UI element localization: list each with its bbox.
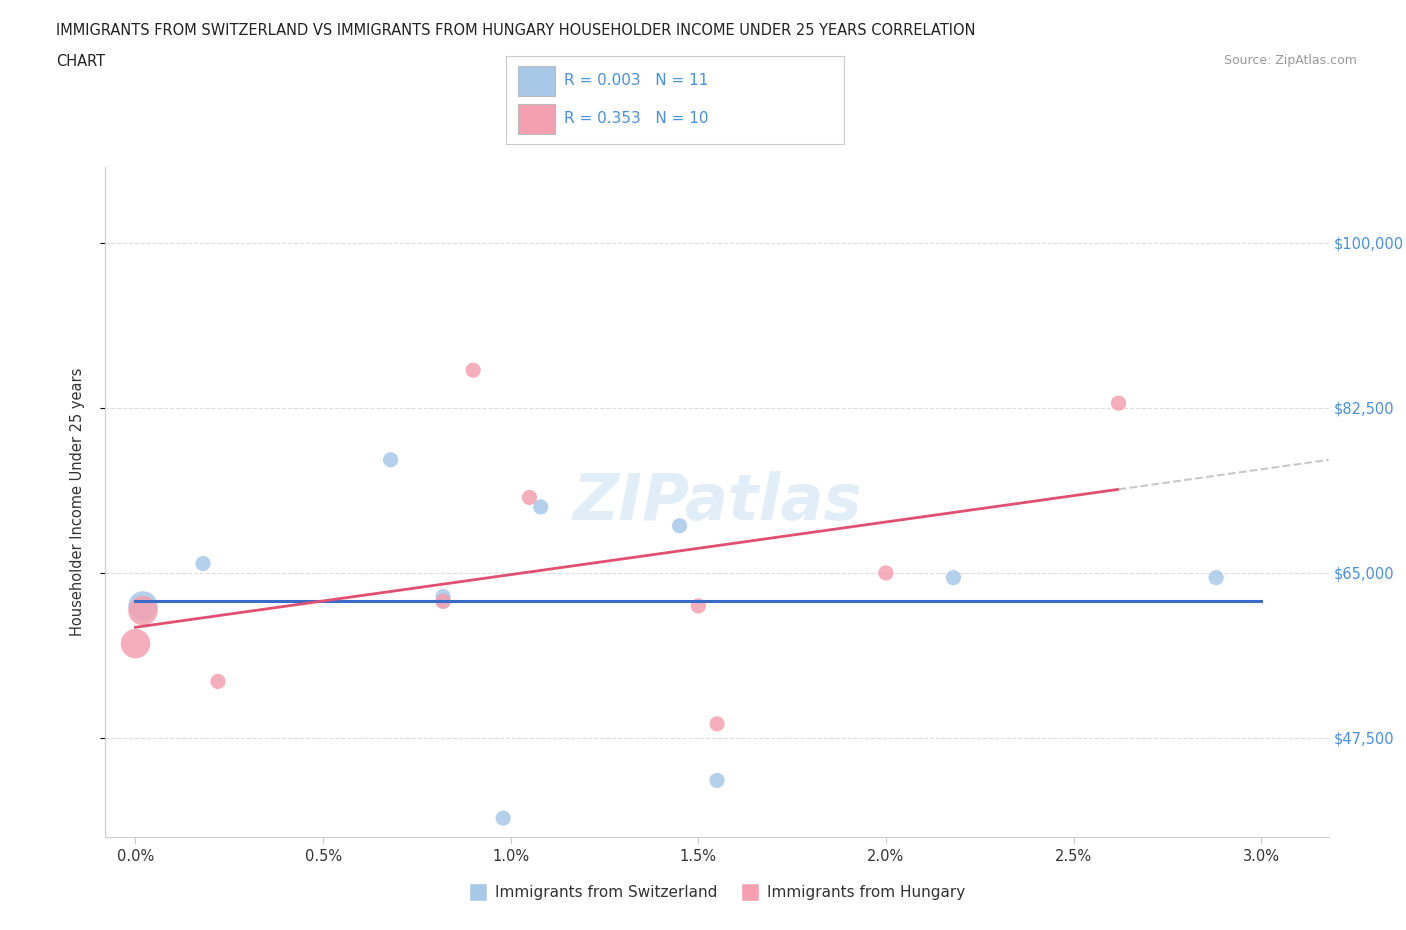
Point — [132, 599, 155, 614]
FancyBboxPatch shape — [517, 66, 555, 96]
Point — [688, 599, 710, 614]
Y-axis label: Householder Income Under 25 years: Householder Income Under 25 years — [70, 368, 84, 636]
Point — [1108, 396, 1130, 411]
Point — [530, 499, 553, 514]
Text: R = 0.353   N = 10: R = 0.353 N = 10 — [564, 111, 709, 126]
Legend: Immigrants from Switzerland, Immigrants from Hungary: Immigrants from Switzerland, Immigrants … — [463, 879, 972, 907]
Point — [432, 593, 454, 608]
Text: R = 0.003   N = 11: R = 0.003 N = 11 — [564, 73, 707, 88]
Point — [942, 570, 965, 585]
FancyBboxPatch shape — [517, 104, 555, 134]
Point — [132, 604, 155, 618]
Point — [124, 636, 146, 651]
Point — [1205, 570, 1227, 585]
Text: IMMIGRANTS FROM SWITZERLAND VS IMMIGRANTS FROM HUNGARY HOUSEHOLDER INCOME UNDER : IMMIGRANTS FROM SWITZERLAND VS IMMIGRANT… — [56, 23, 976, 38]
Point — [519, 490, 541, 505]
Point — [875, 565, 897, 580]
Point — [668, 518, 690, 533]
Point — [432, 589, 454, 604]
Text: CHART: CHART — [56, 54, 105, 69]
Text: ZIPatlas: ZIPatlas — [572, 472, 862, 533]
Point — [191, 556, 214, 571]
Point — [380, 452, 402, 467]
Text: Source: ZipAtlas.com: Source: ZipAtlas.com — [1223, 54, 1357, 67]
Point — [432, 593, 454, 608]
Point — [207, 674, 229, 689]
Point — [706, 716, 728, 731]
Point — [706, 773, 728, 788]
Point — [492, 811, 515, 826]
Point — [463, 363, 485, 378]
